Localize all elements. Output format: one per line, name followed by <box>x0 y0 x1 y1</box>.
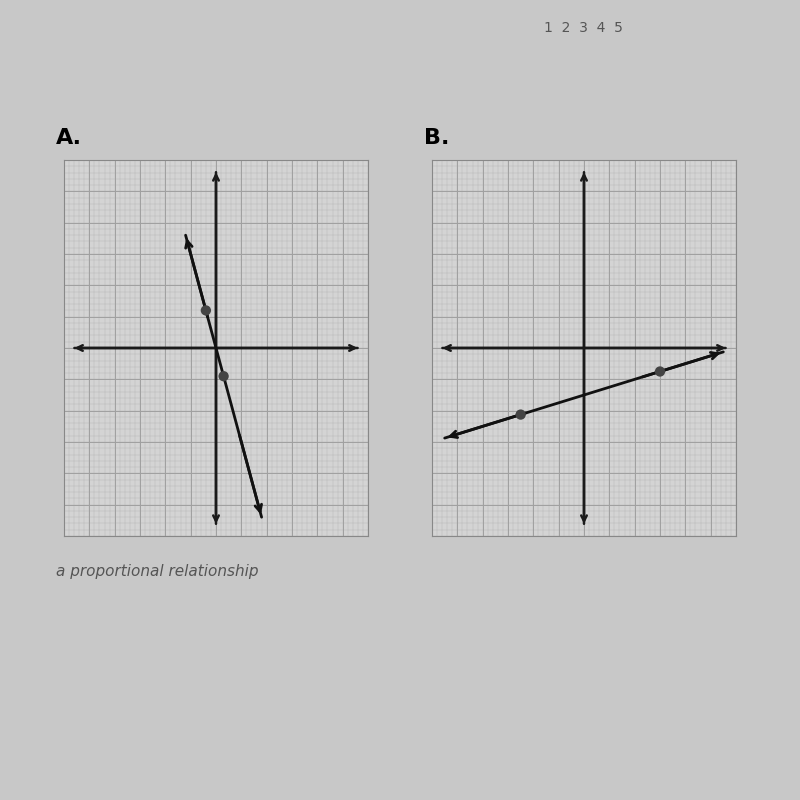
Point <box>654 365 666 378</box>
Text: 1  2  3  4  5: 1 2 3 4 5 <box>544 21 623 35</box>
Text: A.: A. <box>56 128 82 148</box>
Text: B.: B. <box>424 128 450 148</box>
Text: a proportional relationship: a proportional relationship <box>56 564 258 579</box>
Point <box>514 408 527 421</box>
Point <box>218 370 230 382</box>
Point <box>199 304 212 317</box>
